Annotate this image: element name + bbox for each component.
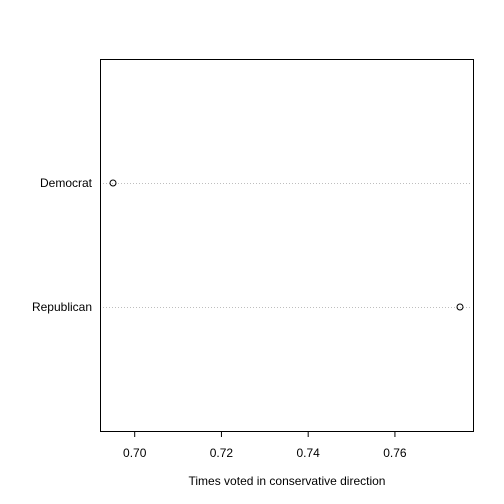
data-point (109, 179, 117, 187)
x-axis-title: Times voted in conservative direction (189, 474, 386, 488)
x-tick-label: 0.70 (123, 446, 147, 460)
category-label: Republican (32, 300, 92, 314)
x-tick-label: 0.72 (210, 446, 234, 460)
x-axis: 0.70 0.72 0.74 0.76 (123, 431, 407, 460)
x-tick-label: 0.74 (297, 446, 321, 460)
data-points (109, 179, 464, 311)
data-point (456, 303, 464, 311)
category-label: Democrat (40, 176, 93, 190)
x-tick-label: 0.76 (383, 446, 407, 460)
guide-lines (103, 183, 471, 308)
category-labels: Democrat Republican (32, 176, 93, 314)
